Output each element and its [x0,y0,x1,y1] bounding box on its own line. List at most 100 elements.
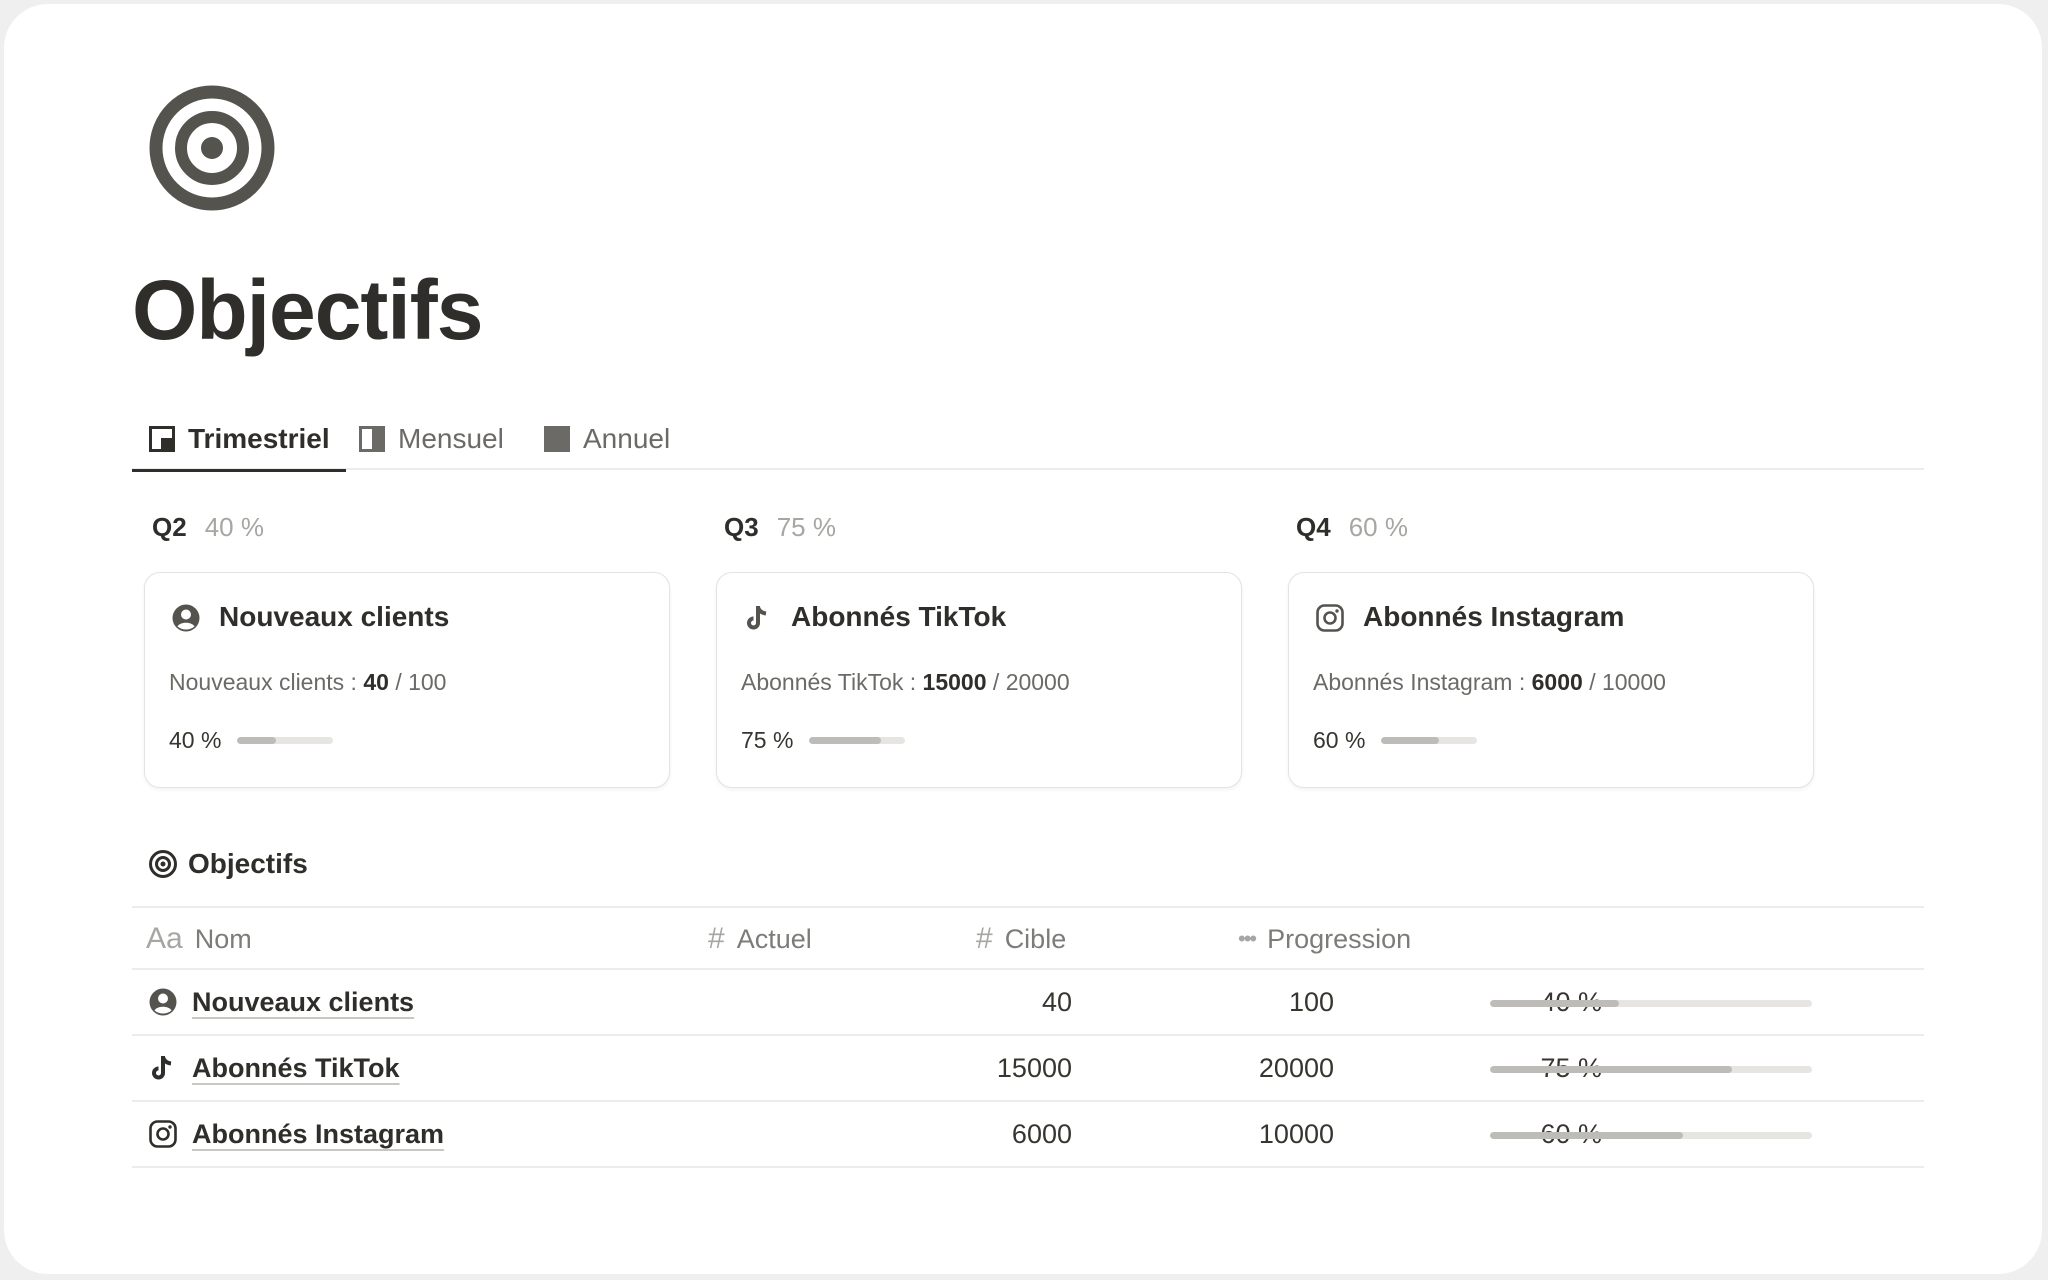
page: Objectifs Trimestriel Mensuel [132,4,1924,1274]
row-page-link[interactable]: Nouveaux clients [192,986,415,1017]
group-header[interactable]: Q4 60 % [1296,512,1408,543]
instagram-icon [149,1120,177,1148]
user-circle-icon [172,604,200,632]
group-label: Q3 [724,512,759,542]
progress-bar-fill [1490,1066,1732,1073]
card-title: Nouveaux clients [219,601,450,632]
card-value-label: Nouveaux clients : [169,669,357,695]
tab-annuel[interactable]: Annuel [527,408,686,470]
cell-cible[interactable]: 20000 [1258,1052,1334,1083]
card-title: Abonnés TikTok [791,601,1007,632]
card-progress-percent: 40 % [169,727,222,753]
card-current: 6000 [1531,669,1583,695]
card-separator: / [1589,669,1596,695]
column-header-progression[interactable]: ••• Progression [1238,908,1411,970]
progress-bar-fill [237,737,276,744]
progress-bar [237,737,334,744]
card-value-line: Abonnés Instagram : 6000 / 10000 [1313,669,1666,696]
card-value-label: Abonnés TikTok : [741,669,917,695]
table-row[interactable]: Nouveaux clients 40 100 40 % [132,970,1924,1036]
column-header-actuel[interactable]: # Actuel [708,908,812,970]
card-progress: 60 % [1313,727,1478,754]
tab-label: Trimestriel [188,423,330,454]
column-header-nom[interactable]: Aa Nom [146,908,252,970]
group-header[interactable]: Q2 40 % [152,512,264,543]
filled-square-icon [544,426,570,452]
view-tabs: Trimestriel Mensuel Annuel [132,408,1924,472]
card-target: 100 [408,669,447,695]
page-frame: Objectifs Trimestriel Mensuel [4,4,2042,1274]
group-label: Q4 [1296,512,1331,542]
cell-actuel[interactable]: 15000 [996,1052,1072,1083]
group-percent: 40 % [204,512,264,542]
card-target: 20000 [1005,669,1070,695]
card-progress-percent: 75 % [741,727,794,753]
target-icon [149,850,177,878]
card-separator: / [992,669,1000,695]
objectives-table: Aa Nom # Actuel # Cible ••• Progression [132,906,1924,1168]
column-label: Progression [1267,923,1412,954]
card-value-label: Abonnés Instagram : [1313,669,1526,695]
progress-bar [1490,1000,1812,1007]
group-percent: 75 % [776,512,836,542]
page-title: Objectifs [132,263,483,357]
database-title-text: Objectifs [188,848,308,879]
database-title[interactable]: Objectifs [148,848,308,880]
column-label: Cible [1004,923,1067,954]
number-property-icon: # [976,922,993,955]
cell-name: Abonnés TikTok [148,1036,400,1100]
card-title: Abonnés Instagram [1363,601,1625,632]
progress-bar-fill [809,737,882,744]
card-value-line: Nouveaux clients : 40 / 100 [169,669,446,696]
card-progress: 75 % [741,727,906,754]
row-page-link[interactable]: Abonnés TikTok [192,1052,400,1083]
card-progress-percent: 60 % [1313,727,1366,753]
column-label: Nom [194,923,252,954]
column-header-cible[interactable]: # Cible [976,908,1066,970]
progress-bar [1490,1132,1812,1139]
tab-label: Annuel [583,423,671,454]
progress-bar [1490,1066,1812,1073]
group-header[interactable]: Q3 75 % [724,512,836,543]
progress-bar-fill [1490,1132,1684,1139]
progress-bar-fill [1381,737,1440,744]
tab-mensuel[interactable]: Mensuel [342,408,520,470]
card-separator: / [395,669,402,695]
card-value-line: Abonnés TikTok : 15000 / 20000 [741,669,1070,696]
goal-card[interactable]: Abonnés TikTok Abonnés TikTok : 15000 / … [716,572,1242,788]
formula-property-icon: ••• [1238,926,1257,951]
cell-name: Nouveaux clients [148,970,414,1034]
progress-bar [809,737,906,744]
table-header: Aa Nom # Actuel # Cible ••• Progression [132,906,1924,970]
card-progress: 40 % [169,727,334,754]
cell-actuel[interactable]: 40 [1041,986,1072,1017]
table-row[interactable]: Abonnés Instagram 6000 10000 60 % [132,1102,1924,1168]
progress-bar [1381,737,1478,744]
number-property-icon: # [708,922,725,955]
tiktok-icon [152,1056,172,1080]
tab-label: Mensuel [398,423,504,454]
card-current: 40 [363,669,389,695]
cell-cible[interactable]: 10000 [1258,1118,1334,1149]
text-property-icon: Aa [146,922,183,955]
instagram-icon [1316,604,1344,632]
half-square-icon [359,426,385,452]
column-label: Actuel [736,923,812,954]
goal-card[interactable]: Abonnés Instagram Abonnés Instagram : 60… [1288,572,1814,788]
cell-cible[interactable]: 100 [1288,986,1334,1017]
card-current: 15000 [922,669,987,695]
table-row[interactable]: Abonnés TikTok 15000 20000 75 % [132,1036,1924,1102]
tab-trimestriel[interactable]: Trimestriel [132,408,346,472]
target-icon[interactable] [148,84,276,212]
group-percent: 60 % [1348,512,1408,542]
progress-bar-fill [1490,1000,1619,1007]
row-page-link[interactable]: Abonnés Instagram [192,1118,445,1149]
cell-actuel[interactable]: 6000 [1011,1118,1072,1149]
board-view-icon [149,426,175,452]
tiktok-icon [747,606,767,630]
user-circle-icon [149,988,177,1016]
cell-name: Abonnés Instagram [148,1102,444,1166]
card-target: 10000 [1601,669,1666,695]
goal-card[interactable]: Nouveaux clients Nouveaux clients : 40 /… [144,572,670,788]
group-label: Q2 [152,512,187,542]
